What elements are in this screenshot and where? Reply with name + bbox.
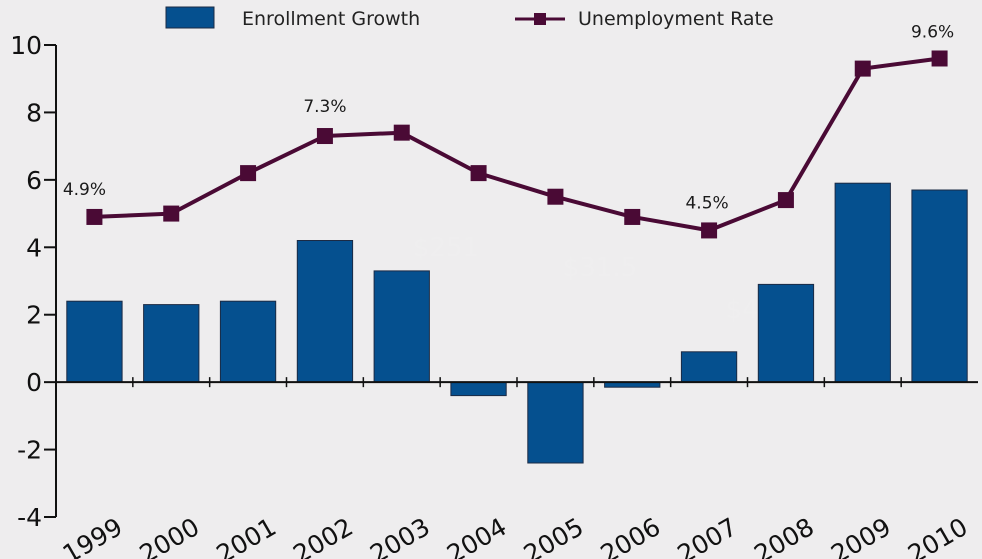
x-tick-label: 2004: [442, 512, 512, 559]
x-tick-label: 2007: [672, 512, 742, 559]
y-tick-label: 2: [26, 301, 42, 330]
line-marker-2010: [931, 50, 948, 67]
data-label: 7.3%: [303, 97, 346, 117]
background-text: $31.5: [563, 253, 637, 283]
x-tick-label: 2000: [135, 512, 205, 559]
bar-2000: [143, 304, 200, 383]
line-marker-2004: [470, 165, 487, 182]
bar-2007: [680, 351, 738, 383]
bar-2008: [757, 283, 815, 383]
bar-2009: [834, 182, 891, 383]
x-tick-label: 2005: [519, 512, 589, 559]
bar-2001: [219, 300, 277, 383]
bar-2003: [373, 270, 430, 383]
x-tick-label: 2006: [596, 512, 666, 559]
bar-2004: [450, 381, 507, 397]
y-tick-label: 6: [26, 166, 42, 195]
line-marker-2007: [701, 222, 718, 239]
bar-1999: [66, 300, 123, 383]
data-label: 4.5%: [685, 193, 728, 213]
y-tick-label: 4: [26, 233, 42, 262]
x-tick-label: 2002: [288, 512, 358, 559]
line-marker-2003: [393, 124, 410, 141]
y-tick-label: 8: [26, 98, 42, 127]
y-tick-label: 10: [10, 31, 42, 60]
legend-swatch-unemployment-marker: [534, 13, 546, 25]
data-label: 4.9%: [63, 180, 106, 200]
x-tick-label: 1999: [58, 512, 128, 559]
bar-2010: [911, 189, 968, 383]
data-label: 9.6%: [911, 22, 954, 42]
background-text: $4: [725, 295, 758, 325]
legend-swatch-enrollment: [165, 6, 215, 29]
line-marker-2006: [624, 208, 641, 225]
y-tick-label: -4: [17, 503, 42, 532]
x-tick-label: 2003: [365, 512, 435, 559]
x-tick-label: 2010: [903, 512, 973, 559]
line-marker-1999: [86, 208, 103, 225]
line-marker-2009: [854, 60, 871, 77]
line-marker-2005: [547, 188, 564, 205]
line-marker-2001: [240, 165, 257, 182]
legend-label-unemployment: Unemployment Rate: [578, 8, 774, 30]
line-marker-2002: [316, 128, 333, 145]
legend-label-enrollment: Enrollment Growth: [242, 8, 420, 30]
bar-2005: [527, 381, 584, 464]
line-marker-2000: [163, 205, 180, 222]
unemployment-line: [94, 56, 940, 233]
x-tick-label: 2009: [826, 512, 896, 559]
line-marker-2008: [777, 192, 794, 209]
y-tick-label: 0: [26, 368, 42, 397]
y-tick-label: -2: [17, 436, 42, 465]
x-tick-label: 2008: [749, 512, 819, 559]
x-tick-label: 2001: [211, 512, 281, 559]
bar-2002: [296, 240, 354, 383]
background-text: $251: [413, 233, 479, 263]
